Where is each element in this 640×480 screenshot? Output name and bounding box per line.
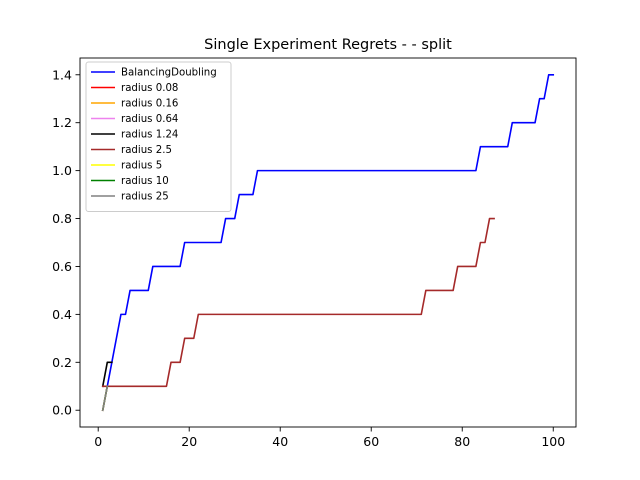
legend-label-5: radius 2.5 (121, 145, 172, 156)
y-tick-label-3: 0.6 (52, 259, 72, 274)
y-tick-label-5: 1.0 (52, 163, 72, 178)
y-tick-label-0: 0.0 (52, 403, 72, 418)
legend-label-3: radius 0.64 (121, 114, 178, 125)
y-tick-label-1: 0.2 (52, 355, 72, 370)
y-tick-label-2: 0.4 (52, 307, 72, 322)
x-tick-label-5: 100 (541, 434, 565, 449)
x-tick-label-1: 20 (181, 434, 197, 449)
legend: BalancingDoubling radius 0.08 radius 0.16 r… (85, 61, 232, 212)
series-layer (101, 73, 555, 412)
legend-label-4: radius 1.24 (121, 130, 178, 141)
axes-frame (79, 57, 577, 428)
legend-label-8: radius 25 (121, 192, 169, 203)
y-tick-label-6: 1.2 (52, 115, 72, 130)
y-tick-label-7: 1.4 (52, 67, 72, 82)
series-line-8 (101, 385, 109, 412)
legend-label-0: BalancingDoubling (121, 68, 217, 79)
series-line-0 (101, 73, 555, 412)
x-tick-label-2: 40 (272, 434, 288, 449)
series-line-5 (101, 217, 495, 388)
legend-label-2: radius 0.16 (121, 99, 178, 110)
x-tick-label-4: 80 (454, 434, 470, 449)
legend-box (85, 61, 232, 212)
legend-label-7: radius 10 (121, 176, 169, 187)
axes-layer: 0 20 40 60 80 100 0.0 0.2 0.4 0.6 0.8 1.0 1.2 1.4 (52, 57, 577, 449)
x-tick-label-3: 60 (363, 434, 379, 449)
y-tick-label-4: 0.8 (52, 211, 72, 226)
chart-title: Single Experiment Regrets - - split (204, 37, 452, 53)
legend-label-6: radius 5 (121, 161, 162, 172)
series-line-4 (101, 361, 113, 388)
legend-label-1: radius 0.08 (121, 83, 178, 94)
x-tick-label-0: 0 (94, 434, 102, 449)
